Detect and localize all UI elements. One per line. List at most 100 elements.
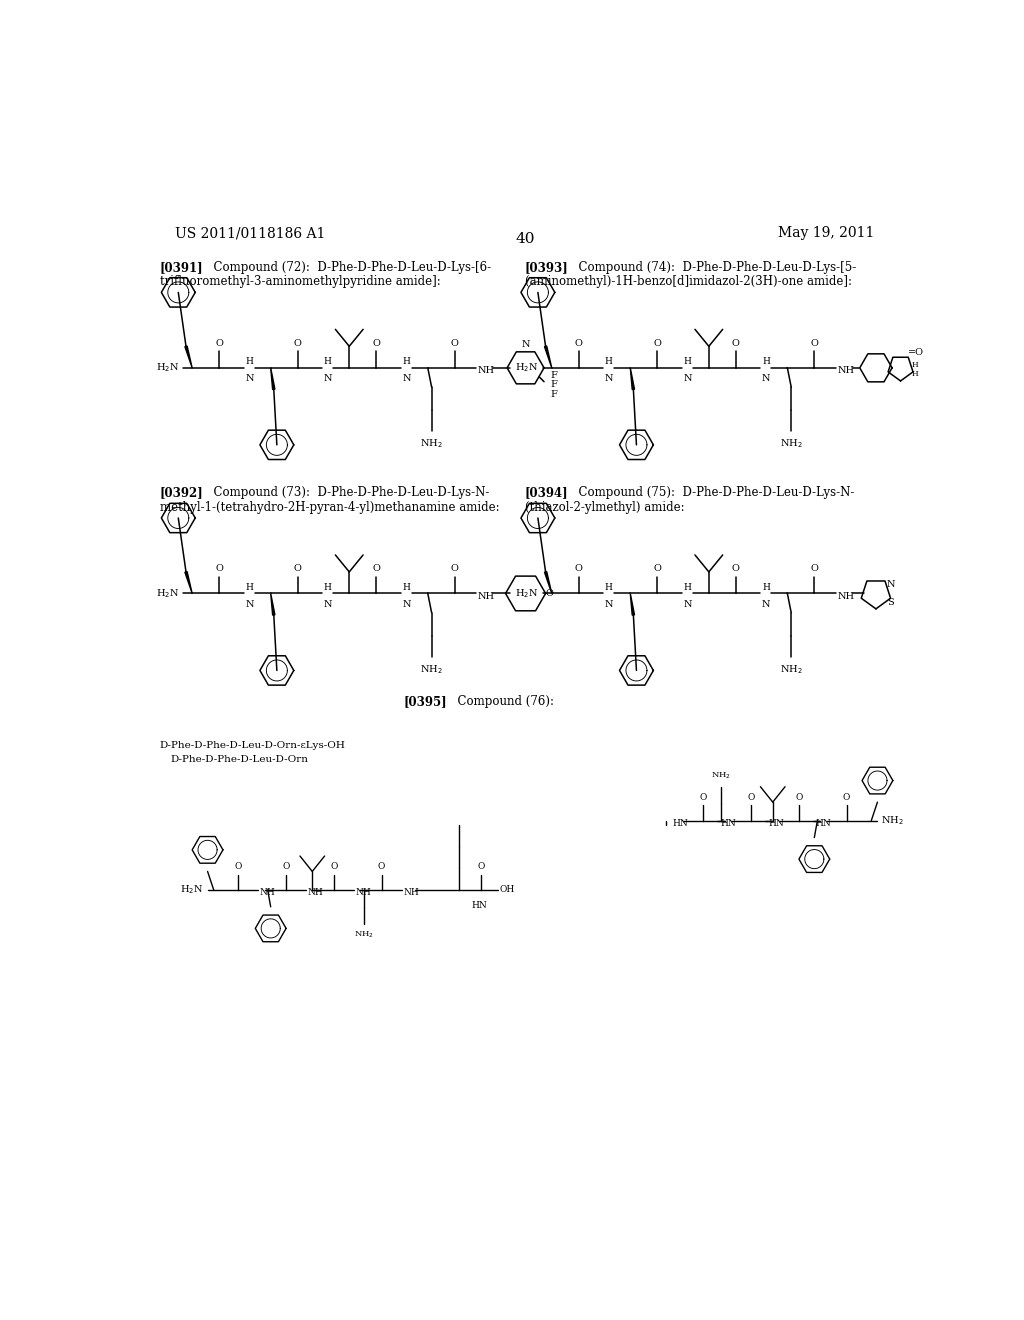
Text: N: N [887,579,895,589]
Text: H: H [324,358,332,367]
Text: O: O [546,589,553,598]
Text: O: O [574,565,583,573]
Text: O: O [373,339,380,348]
Text: HN: HN [816,820,831,828]
Text: N: N [605,374,613,383]
Text: H$_2$N: H$_2$N [180,883,204,896]
Text: D-Phe-D-Phe-D-Leu-D-Orn: D-Phe-D-Phe-D-Leu-D-Orn [171,755,308,764]
Polygon shape [185,572,193,594]
Text: N: N [521,341,529,350]
Text: 40: 40 [515,231,535,246]
Text: [0391]: [0391] [160,261,204,273]
Text: HN: HN [471,900,487,909]
Text: [0394]: [0394] [524,487,568,499]
Text: H: H [605,583,612,591]
Text: [0392]: [0392] [160,487,204,499]
Text: NH: NH [355,888,371,898]
Polygon shape [545,572,552,594]
Text: H: H [402,583,411,591]
Text: O: O [810,339,818,348]
Text: S: S [887,598,894,607]
Text: NH: NH [260,888,275,898]
Text: O: O [653,565,662,573]
Text: H$_2$N: H$_2$N [156,362,179,375]
Text: [0393]: [0393] [524,261,568,273]
Polygon shape [631,594,635,615]
Text: NH$_2$: NH$_2$ [780,437,803,450]
Text: O: O [477,862,484,871]
Text: O: O [234,862,242,871]
Text: H: H [762,358,770,367]
Text: H: H [683,358,691,367]
Text: methyl-1-(tetrahydro-2H-pyran-4-yl)methanamine amide:: methyl-1-(tetrahydro-2H-pyran-4-yl)metha… [160,502,500,513]
Text: N: N [324,374,333,383]
Text: O: O [373,565,380,573]
Text: Compound (72):  D-Phe-D-Phe-D-Leu-D-Lys-[6-: Compound (72): D-Phe-D-Phe-D-Leu-D-Lys-[… [206,261,492,273]
Text: O: O [294,565,302,573]
Text: HN: HN [768,820,783,828]
Text: O: O [796,793,803,803]
Text: NH$_2$: NH$_2$ [354,929,374,940]
Text: N: N [605,599,613,609]
Text: F: F [550,371,557,380]
Text: H: H [683,583,691,591]
Text: (aminomethyl)-1H-benzo[d]imidazol-2(3H)-one amide]:: (aminomethyl)-1H-benzo[d]imidazol-2(3H)-… [524,276,852,289]
Text: N: N [683,599,692,609]
Text: O: O [843,793,850,803]
Polygon shape [545,346,552,368]
Text: O: O [330,862,338,871]
Text: N: N [762,599,770,609]
Text: trifluoromethyl-3-aminomethylpyridine amide]:: trifluoromethyl-3-aminomethylpyridine am… [160,276,440,289]
Text: O: O [699,793,708,803]
Text: O: O [653,339,662,348]
Text: F: F [550,380,557,389]
Text: N: N [762,374,770,383]
Text: Compound (76):: Compound (76): [451,696,554,708]
Text: (thiazol-2-ylmethyl) amide:: (thiazol-2-ylmethyl) amide: [524,502,684,513]
Text: NH: NH [838,367,855,375]
Text: OH: OH [500,886,515,895]
Text: HN: HN [720,820,736,828]
Text: H: H [246,583,253,591]
Text: O: O [294,339,302,348]
Text: H: H [605,358,612,367]
Text: NH$_2$: NH$_2$ [420,663,443,676]
Polygon shape [270,368,274,389]
Text: US 2011/0118186 A1: US 2011/0118186 A1 [175,226,326,240]
Text: NH: NH [838,593,855,601]
Text: H: H [762,583,770,591]
Text: NH: NH [307,888,324,898]
Text: Compound (75):  D-Phe-D-Phe-D-Leu-D-Lys-N-: Compound (75): D-Phe-D-Phe-D-Leu-D-Lys-N… [571,487,854,499]
Text: N: N [324,599,333,609]
Text: H$_2$N: H$_2$N [515,362,539,375]
Text: N: N [402,599,411,609]
Text: N: N [246,374,254,383]
Text: O: O [732,339,739,348]
Text: Compound (73):  D-Phe-D-Phe-D-Leu-D-Lys-N-: Compound (73): D-Phe-D-Phe-D-Leu-D-Lys-N… [206,487,489,499]
Text: N: N [683,374,692,383]
Text: O: O [451,339,459,348]
Text: May 19, 2011: May 19, 2011 [778,226,874,240]
Text: N: N [246,599,254,609]
Text: F: F [550,389,557,399]
Polygon shape [631,368,635,389]
Polygon shape [185,346,193,368]
Text: NH$_2$: NH$_2$ [780,663,803,676]
Text: H: H [911,360,918,368]
Text: O: O [574,339,583,348]
Text: O: O [283,862,290,871]
Text: O: O [732,565,739,573]
Text: H: H [324,583,332,591]
Text: D-Phe-D-Phe-D-Leu-D-Orn-εLys-OH: D-Phe-D-Phe-D-Leu-D-Orn-εLys-OH [160,742,346,750]
Text: O: O [215,565,223,573]
Text: NH$_2$: NH$_2$ [712,770,731,780]
Text: NH: NH [478,593,495,601]
Text: O: O [451,565,459,573]
Text: [0395]: [0395] [403,696,447,708]
Text: H: H [911,370,918,378]
Text: NH: NH [478,367,495,375]
Text: N: N [402,374,411,383]
Text: =O: =O [908,348,925,356]
Text: H$_2$N: H$_2$N [156,587,179,599]
Text: H: H [402,358,411,367]
